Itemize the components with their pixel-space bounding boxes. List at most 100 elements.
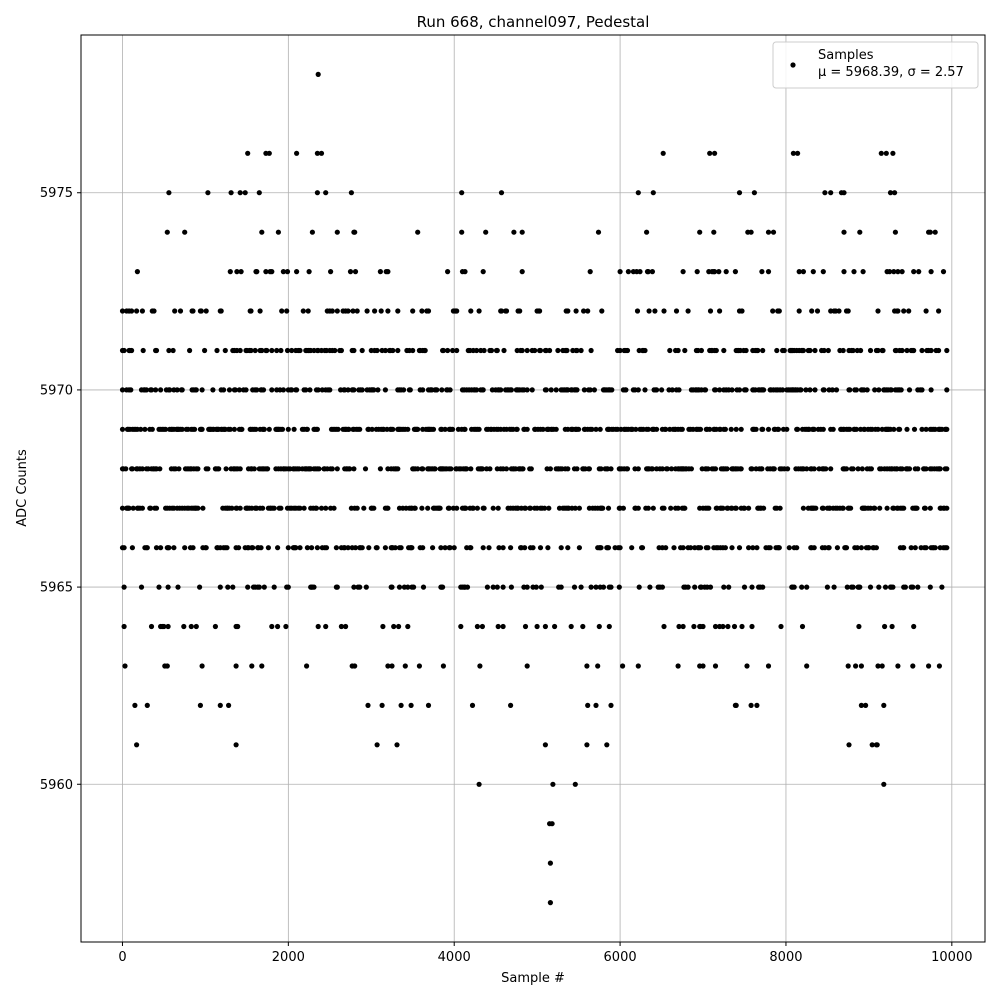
data-point: [712, 623, 719, 630]
data-point: [605, 545, 612, 551]
data-point: [587, 269, 593, 275]
data-point: [314, 150, 320, 156]
data-point: [642, 387, 648, 393]
data-point: [578, 347, 584, 354]
data-point: [165, 584, 171, 590]
data-point: [253, 426, 259, 432]
data-point: [329, 308, 335, 314]
data-point: [167, 387, 173, 393]
data-point: [836, 308, 842, 314]
data-point: [553, 387, 559, 393]
data-point: [739, 623, 745, 630]
data-point: [705, 466, 711, 472]
data-point: [256, 190, 262, 196]
data-point: [476, 426, 482, 432]
data-point: [845, 308, 851, 314]
data-point: [902, 584, 909, 590]
data-point: [346, 426, 352, 432]
data-point: [593, 426, 599, 432]
data-point: [304, 426, 310, 432]
data-point: [863, 702, 869, 709]
data-point: [378, 308, 384, 314]
data-point: [486, 545, 492, 551]
data-point: [144, 702, 150, 709]
data-point: [645, 269, 651, 275]
data-point: [192, 426, 198, 432]
data-point: [151, 308, 157, 314]
data-point: [932, 545, 938, 551]
data-point: [901, 308, 907, 314]
data-point: [132, 702, 138, 709]
data-point: [799, 584, 805, 590]
data-point: [297, 505, 303, 511]
data-point: [236, 387, 242, 393]
data-point: [584, 663, 590, 669]
data-point: [237, 190, 243, 196]
data-point: [726, 584, 732, 590]
data-point: [494, 347, 500, 354]
data-point: [707, 308, 714, 314]
data-point: [717, 308, 723, 314]
data-point: [841, 229, 847, 235]
data-point: [284, 308, 290, 314]
data-point: [765, 229, 772, 235]
data-point: [227, 426, 233, 432]
data-point: [812, 387, 818, 393]
data-point: [581, 387, 588, 393]
x-tick-label: 4000: [438, 950, 471, 965]
data-point: [659, 466, 666, 472]
data-point: [374, 347, 380, 354]
data-point: [637, 269, 643, 275]
data-point: [654, 426, 660, 432]
data-point: [759, 269, 765, 275]
data-point: [174, 387, 180, 393]
data-point: [760, 584, 766, 590]
data-point: [884, 505, 890, 511]
data-point: [586, 466, 593, 472]
data-point: [236, 545, 242, 551]
data-point: [350, 308, 356, 314]
data-point: [382, 545, 388, 551]
data-point: [867, 584, 874, 590]
data-point: [269, 269, 275, 275]
data-point: [195, 466, 201, 472]
data-point: [649, 466, 656, 472]
data-point: [635, 466, 641, 472]
data-point: [647, 584, 653, 590]
data-point: [480, 387, 486, 393]
plot-area-frame: [80, 34, 986, 943]
data-point: [729, 387, 735, 393]
data-point: [901, 505, 907, 511]
data-point: [944, 347, 950, 354]
data-point: [858, 663, 865, 669]
data-point: [445, 347, 451, 354]
data-point: [351, 584, 357, 590]
data-point: [738, 426, 744, 432]
data-point: [649, 269, 656, 275]
data-point: [266, 426, 272, 432]
data-point: [645, 426, 651, 432]
data-point: [217, 702, 223, 709]
data-point: [188, 623, 194, 630]
data-point: [804, 663, 810, 669]
data-point: [771, 466, 777, 472]
data-point: [265, 545, 271, 551]
data-point: [733, 426, 739, 432]
data-point: [729, 545, 735, 551]
data-point: [633, 426, 639, 432]
data-point: [522, 505, 529, 511]
data-point: [420, 545, 426, 551]
data-point: [941, 505, 948, 511]
data-point: [589, 426, 595, 432]
data-point: [542, 623, 549, 630]
data-point: [685, 584, 691, 590]
data-point: [854, 545, 860, 551]
data-point: [547, 900, 554, 906]
data-point: [511, 229, 517, 235]
data-point: [182, 229, 188, 235]
data-point: [479, 623, 485, 630]
data-point: [697, 229, 703, 235]
data-point: [890, 584, 896, 590]
data-point: [212, 623, 218, 630]
data-point: [402, 663, 408, 669]
